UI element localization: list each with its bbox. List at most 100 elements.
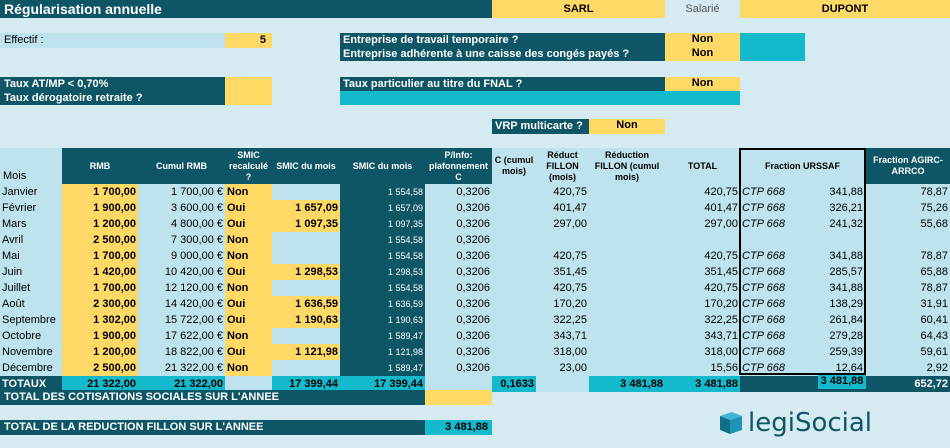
- cell-recalc[interactable]: Non: [225, 184, 272, 200]
- cell-ccum: [492, 200, 536, 216]
- totals-empty-3: [536, 376, 589, 392]
- cell-red: 420,75: [536, 248, 589, 264]
- temp-work-value[interactable]: Non: [665, 33, 740, 47]
- cell-smic: 1 636,59: [272, 296, 340, 312]
- cell-ctp: CTP 668: [740, 264, 802, 280]
- cell-ccum: [492, 360, 536, 376]
- cell-ctp: CTP 668: [740, 344, 802, 360]
- cell-ctp: CTP 668: [740, 328, 802, 344]
- cell-rmb[interactable]: 2 500,00: [62, 360, 138, 376]
- table-row: Septembre 1 302,00 15 722,00 € Oui 1 190,63 1…: [0, 312, 950, 328]
- cell-ctp: CTP 668: [740, 280, 802, 296]
- cell-recalc[interactable]: Non: [225, 328, 272, 344]
- cell-recalc[interactable]: Oui: [225, 200, 272, 216]
- totals-row: TOTAUX 21 322,00 21 322,00 17 399,44 17 …: [0, 376, 950, 392]
- cell-rmb[interactable]: 1 200,00: [62, 216, 138, 232]
- cell-total: 170,20: [665, 296, 740, 312]
- cell-rmb[interactable]: 1 700,00: [62, 184, 138, 200]
- cell-ctp: CTP 668: [740, 360, 802, 376]
- cell-cumul: 15 722,00 €: [138, 312, 225, 328]
- cell-smic: 1 190,63: [272, 312, 340, 328]
- fnal-label: Taux particulier au titre du FNAL ?: [340, 77, 665, 91]
- cell-total: [665, 232, 740, 248]
- cell-cumul: 4 800,00 €: [138, 216, 225, 232]
- cell-red: 343,71: [536, 328, 589, 344]
- atmp-derog-input[interactable]: [225, 77, 272, 105]
- cell-rmb[interactable]: 1 900,00: [62, 328, 138, 344]
- effectif-value[interactable]: 5: [225, 33, 272, 48]
- table-row: Mai 1 700,00 9 000,00 € Non 1 554,58 0,3206 42…: [0, 248, 950, 264]
- cell-recalc[interactable]: Non: [225, 248, 272, 264]
- cell-rmb[interactable]: 1 420,00: [62, 264, 138, 280]
- fnal-value[interactable]: Non: [665, 77, 740, 91]
- cell-mois: Mai: [0, 248, 62, 264]
- cell-recalc[interactable]: Non: [225, 232, 272, 248]
- totals-label: TOTAUX: [0, 376, 62, 392]
- cell-smic2: 1 589,47: [340, 328, 425, 344]
- cell-redcum: [589, 248, 665, 264]
- cell-agirc: 60,41: [865, 312, 950, 328]
- cell-recalc[interactable]: Oui: [225, 264, 272, 280]
- cell-rmb[interactable]: 2 500,00: [62, 232, 138, 248]
- cell-red: 297,00: [536, 216, 589, 232]
- fillon-value: 3 481,88: [425, 420, 492, 435]
- cell-recalc[interactable]: Non: [225, 360, 272, 376]
- cell-rmb[interactable]: 1 700,00: [62, 248, 138, 264]
- cell-redcum: [589, 312, 665, 328]
- cell-urssaf: 138,29: [802, 296, 865, 312]
- col-cumul-rmb: Cumul RMB: [138, 148, 225, 184]
- cell-rmb[interactable]: 1 700,00: [62, 280, 138, 296]
- cell-smic2: 1 190,63: [340, 312, 425, 328]
- cell-smic2: 1 554,58: [340, 184, 425, 200]
- cell-redcum: [589, 328, 665, 344]
- caisse-value[interactable]: Non: [665, 47, 740, 61]
- monthly-table: Janvier 1 700,00 1 700,00 € Non 1 554,58 0,32…: [0, 184, 950, 392]
- cell-smic: [272, 184, 340, 200]
- cell-c: 0,3206: [425, 264, 492, 280]
- cell-rmb[interactable]: 2 300,00: [62, 296, 138, 312]
- cell-agirc: 64,43: [865, 328, 950, 344]
- cell-smic2: 1 097,35: [340, 216, 425, 232]
- cell-rmb[interactable]: 1 200,00: [62, 344, 138, 360]
- col-p-info: P/Info: plafonnement C: [425, 148, 492, 184]
- col-rmb: RMB: [62, 148, 138, 184]
- col-reduction-cumul: Réduction FILLON (cumul mois): [589, 148, 665, 184]
- cell-cumul: 9 000,00 €: [138, 248, 225, 264]
- cell-recalc[interactable]: Oui: [225, 216, 272, 232]
- cell-total: 401,47: [665, 200, 740, 216]
- cell-total: 322,25: [665, 312, 740, 328]
- totals-cumul: 21 322,00: [138, 376, 225, 392]
- cell-ctp: CTP 668: [740, 312, 802, 328]
- cell-recalc[interactable]: Non: [225, 280, 272, 296]
- cell-urssaf: 12,64: [802, 360, 865, 376]
- cell-mois: Février: [0, 200, 62, 216]
- cell-c: 0,3206: [425, 200, 492, 216]
- col-reduct: Réduct FILLON (mois): [536, 148, 589, 184]
- cell-smic: [272, 248, 340, 264]
- legisocial-logo-text: legiSocial: [748, 408, 873, 438]
- cell-recalc[interactable]: Oui: [225, 296, 272, 312]
- cell-urssaf: 241,32: [802, 216, 865, 232]
- cell-total: 420,75: [665, 280, 740, 296]
- cell-rmb[interactable]: 1 900,00: [62, 200, 138, 216]
- cell-red: 170,20: [536, 296, 589, 312]
- cell-urssaf: [802, 232, 865, 248]
- table-row: Juillet 1 700,00 12 120,00 € Non 1 554,58 0,3…: [0, 280, 950, 296]
- cell-red: 318,00: [536, 344, 589, 360]
- caisse-label: Entreprise adhérente à une caisse des co…: [340, 47, 665, 61]
- col-urssaf: Fraction URSSAF: [740, 148, 865, 184]
- cell-red: 23,00: [536, 360, 589, 376]
- col-smic-recalc: SMIC recalculé ?: [225, 148, 272, 184]
- cell-smic: 1 657,09: [272, 200, 340, 216]
- cell-recalc[interactable]: Oui: [225, 312, 272, 328]
- cell-ctp: CTP 668: [740, 296, 802, 312]
- cell-redcum: [589, 184, 665, 200]
- cell-smic2: 1 554,58: [340, 280, 425, 296]
- table-row: Janvier 1 700,00 1 700,00 € Non 1 554,58 0,32…: [0, 184, 950, 200]
- cell-recalc[interactable]: Oui: [225, 344, 272, 360]
- vrp-value[interactable]: Non: [589, 119, 665, 134]
- cotisations-value: [425, 390, 492, 405]
- cell-ccum: [492, 312, 536, 328]
- cell-rmb[interactable]: 1 302,00: [62, 312, 138, 328]
- col-total: TOTAL: [665, 148, 740, 184]
